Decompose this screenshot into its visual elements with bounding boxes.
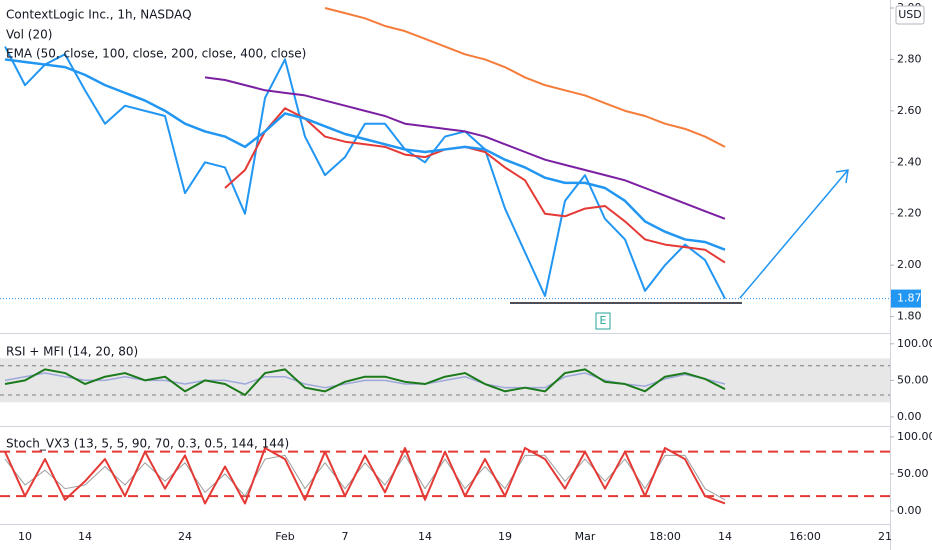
- x-tick-label: 14: [418, 530, 432, 543]
- series-line: [224, 107, 726, 264]
- y-tick-label: 100.00: [897, 337, 932, 350]
- last-price-tag: [891, 289, 921, 308]
- x-tick-label: 18:00: [649, 530, 681, 543]
- y-tick-label: 100.00: [897, 430, 932, 443]
- series-line: [204, 76, 726, 220]
- currency-box[interactable]: [895, 5, 925, 25]
- series-line: [324, 7, 726, 148]
- x-tick-label: Mar: [575, 530, 596, 543]
- trend-arrow: [739, 169, 849, 299]
- y-tick-label: 1.80: [897, 310, 922, 323]
- x-tick-label: 10: [18, 530, 32, 543]
- y-tick-label: 2.00: [897, 258, 922, 271]
- x-tick-label: 16:00: [789, 530, 821, 543]
- legend-vol: Vol (20): [6, 28, 52, 42]
- earnings-label[interactable]: E: [600, 314, 607, 327]
- symbol-title: ContextLogic Inc., 1h, NASDAQ: [6, 8, 192, 22]
- x-tick-label: 19: [498, 530, 512, 543]
- y-tick-label: 0.00: [897, 410, 922, 423]
- series-line: [4, 372, 726, 389]
- last-price-label: 1.87: [897, 292, 922, 305]
- legend-ema: EMA (50, close, 100, close, 200, close, …: [6, 47, 306, 61]
- trend-arrow-head: [835, 169, 849, 184]
- y-tick-label: 50.00: [897, 373, 929, 386]
- y-tick-label: 2.80: [897, 52, 922, 65]
- earnings-marker[interactable]: [595, 312, 611, 330]
- series-line: [4, 368, 726, 396]
- series-line: [4, 46, 726, 300]
- y-tick-label: 2.60: [897, 104, 922, 117]
- series-line: [4, 454, 726, 501]
- currency[interactable]: USD: [898, 8, 922, 21]
- series-line: [4, 446, 726, 505]
- x-tick-label: 14: [718, 530, 732, 543]
- rsi-title: RSI + MFI (14, 20, 80): [6, 345, 138, 359]
- x-tick-label: 7: [342, 530, 349, 543]
- stoch-title: Stoch_VX3 (13, 5, 5, 90, 70, 0.3, 0.5, 1…: [6, 437, 289, 451]
- y-tick-label: 0.00: [897, 504, 922, 517]
- y-tick-label: 2.20: [897, 207, 922, 220]
- x-tick-label: Feb: [275, 530, 294, 543]
- y-tick-label: 2.40: [897, 155, 922, 168]
- series-line: [4, 58, 726, 251]
- x-tick-label: 14: [78, 530, 92, 543]
- y-tick-label: 50.00: [897, 467, 929, 480]
- x-tick-label: 21: [878, 530, 892, 543]
- x-tick-label: 24: [178, 530, 192, 543]
